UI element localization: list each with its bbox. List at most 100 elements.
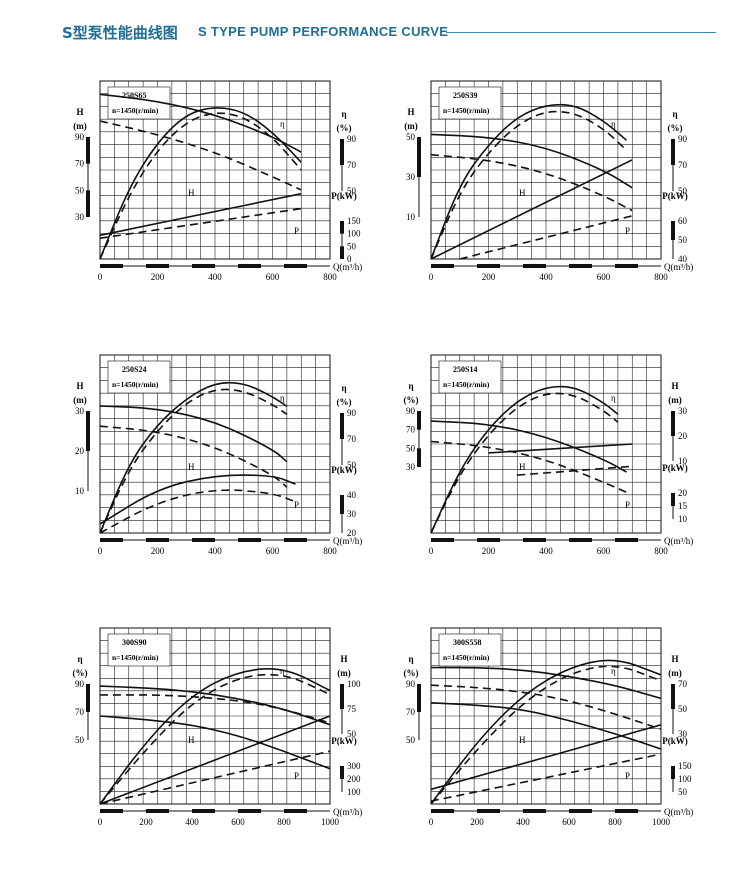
model-label-box: 250S14 n=1450(r/min) — [438, 360, 502, 394]
x-tick-label: 600 — [266, 546, 280, 556]
x-tick-label: 400 — [208, 546, 222, 556]
annotation-h: H — [519, 462, 526, 472]
P-axis-title: P(kW) — [331, 191, 357, 201]
H-axis-segment — [86, 190, 90, 217]
annotation-p: P — [625, 500, 630, 510]
model-label: 250S24 — [122, 365, 146, 374]
x-tick-label: 200 — [151, 546, 165, 556]
x-tick-label: 0 — [429, 817, 434, 827]
series-line-eta — [99, 112, 302, 260]
x-axis-bar-segment — [477, 809, 500, 813]
P-axis-segment — [671, 221, 675, 240]
annotation-p: P — [294, 771, 299, 781]
model-label: 250S39 — [453, 91, 477, 100]
H-axis: 70 50 30 H (m) — [668, 654, 687, 739]
x-tick-label: 600 — [266, 272, 280, 282]
x-tick-label: 0 — [429, 546, 434, 556]
P-axis: 300 200 100 P(kW) — [331, 736, 361, 797]
H-tick-label: 30 — [678, 729, 688, 739]
x-axis-bar-segment — [284, 809, 307, 813]
chart-panel-300s558: 300S558 n=1450(r/min) 0 200 400 600 800 1000Q(m… — [404, 627, 693, 827]
P-tick-label: 40 — [347, 490, 357, 500]
H-axis: 30 20 10 H (m) — [668, 381, 687, 466]
model-label-box: 250S39 n=1450(r/min) — [438, 86, 502, 120]
series-line-H — [430, 440, 627, 494]
model-label-bg — [107, 360, 171, 394]
model-label: 250S14 — [453, 365, 477, 374]
series-line-eta — [99, 381, 288, 534]
x-axis-bar-segment — [523, 809, 546, 813]
series-line-eta — [99, 673, 331, 805]
model-label-box: 300S558 n=1450(r/min) — [438, 633, 502, 667]
eta-tick-label: 70 — [347, 434, 357, 444]
annotation-h: H — [519, 735, 526, 745]
H-tick-label: 10 — [406, 212, 416, 222]
eta-tick-label: 70 — [75, 707, 85, 717]
model-label-box: 250S24 n=1450(r/min) — [107, 360, 171, 394]
x-axis-bar-segment — [615, 809, 638, 813]
series-line-P — [517, 465, 633, 476]
x-axis-bar-segment — [238, 809, 261, 813]
series-line-eta — [430, 665, 662, 805]
P-axis-segment — [340, 766, 344, 779]
eta-tick-label: 50 — [347, 186, 357, 196]
series-line-H — [99, 694, 331, 724]
eta-axis: 90 70 50 η (%) — [337, 383, 357, 470]
speed-label: n=1450(r/min) — [443, 653, 490, 662]
H-axis: 30 20 10 H (m) — [73, 381, 90, 496]
P-tick-label: 150 — [347, 216, 361, 226]
P-tick-label: 15 — [678, 501, 688, 511]
x-tick-label: 200 — [151, 272, 165, 282]
eta-tick-label: 70 — [678, 160, 688, 170]
x-tick-label: 400 — [185, 817, 199, 827]
x-axis-bar-segment — [477, 264, 500, 268]
model-label: 250S65 — [122, 91, 146, 100]
series-line-H — [99, 715, 331, 770]
eta-tick-label: 50 — [678, 186, 688, 196]
eta-axis-title: η — [77, 654, 82, 664]
annotation-eta: η — [611, 393, 616, 403]
P-tick-label: 150 — [678, 761, 692, 771]
x-axis-bar-segment — [569, 538, 592, 542]
x-axis-label: Q(m³/h) — [664, 536, 693, 546]
series-line-P — [459, 215, 633, 260]
eta-tick-label: 50 — [406, 443, 416, 453]
series-line-H — [430, 133, 633, 189]
eta-axis-segment — [340, 413, 344, 439]
annotation-h: H — [188, 188, 195, 198]
series-line-H — [99, 405, 288, 463]
H-tick-label: 30 — [75, 406, 85, 416]
H-tick-label: 50 — [347, 729, 357, 739]
H-tick-label: 100 — [347, 679, 361, 689]
H-tick-label: 50 — [406, 132, 416, 142]
x-axis-label: Q(m³/h) — [664, 807, 693, 817]
H-tick-label: 10 — [75, 486, 85, 496]
speed-label: n=1450(r/min) — [443, 380, 490, 389]
series-line-eta — [430, 392, 619, 534]
annotation-eta: η — [280, 393, 285, 403]
series-line-P — [99, 207, 302, 239]
H-axis-segment — [86, 411, 90, 451]
x-tick-label: 800 — [277, 817, 291, 827]
x-tick-label: 800 — [323, 546, 337, 556]
eta-tick-label: 70 — [347, 160, 357, 170]
H-tick-label: 50 — [75, 185, 85, 195]
x-axis-bar-segment — [146, 264, 169, 268]
H-tick-label: 50 — [678, 704, 688, 714]
series-line-P — [99, 474, 296, 525]
x-axis-bar-segment — [615, 538, 638, 542]
eta-axis-title: η — [672, 109, 677, 119]
H-axis-segment — [671, 684, 675, 709]
eta-axis-segment — [671, 139, 675, 165]
eta-axis-segment — [417, 448, 421, 467]
x-axis-bar-segment — [238, 538, 261, 542]
eta-axis: 90 70 50 30 η (%) — [404, 381, 421, 472]
series-line-H — [430, 666, 662, 700]
P-axis-segment — [340, 495, 344, 514]
P-tick-label: 10 — [678, 514, 688, 524]
x-axis-bar-segment — [100, 809, 123, 813]
H-axis-unit: (m) — [73, 395, 87, 405]
H-axis-unit: (m) — [73, 121, 87, 131]
series-line-H — [430, 702, 662, 750]
x-tick-label: 0 — [98, 546, 103, 556]
